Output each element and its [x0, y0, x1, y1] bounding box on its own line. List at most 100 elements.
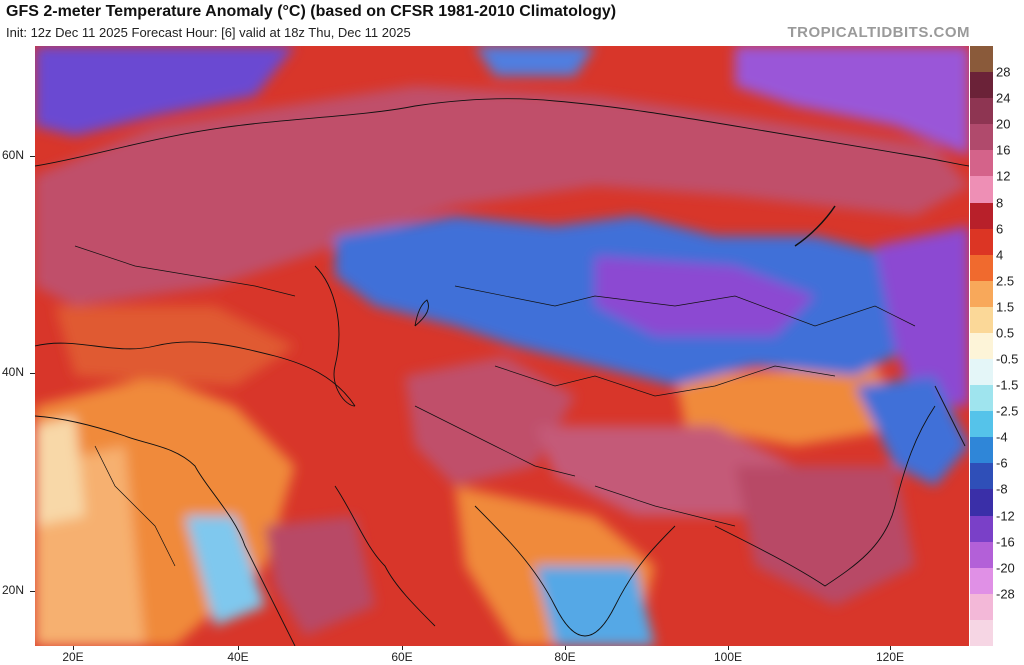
colorbar-label: -16 — [996, 534, 1015, 550]
colorbar-label: 0.5 — [996, 325, 1015, 341]
colorbar-label: 20 — [996, 116, 1011, 132]
colorbar-swatch — [970, 332, 993, 360]
black-sea-coast — [35, 341, 356, 407]
lon-tick-120e — [890, 646, 891, 650]
colorbar-swatch — [970, 124, 993, 151]
colorbar-swatch — [970, 619, 993, 647]
europe-red-region — [55, 306, 295, 386]
colorbar-label: -28 — [996, 586, 1015, 602]
colorbar-swatch — [970, 228, 993, 256]
scandinavia-purple — [35, 46, 295, 136]
arctic-coast — [35, 98, 969, 167]
border-kazakh-russia — [454, 285, 916, 327]
colorbar-swatch — [970, 306, 993, 334]
colorbar-swatch — [970, 98, 993, 125]
map-title: GFS 2-meter Temperature Anomaly (°C) (ba… — [6, 3, 617, 20]
mongolia-purple-region — [595, 256, 815, 336]
siberia-pink-region — [35, 86, 969, 306]
colorbar-swatch — [970, 359, 993, 386]
lat-tick-60n — [30, 156, 35, 157]
colorbar-label: 8 — [996, 195, 1004, 211]
map-subtitle: Init: 12z Dec 11 2025 Forecast Hour: [6]… — [6, 25, 411, 40]
lon-tick-40e — [238, 646, 239, 650]
lon-label-100e: 100E — [713, 650, 743, 664]
colorbar-label: 1.5 — [996, 299, 1015, 315]
colorbar-label: -4 — [996, 429, 1008, 445]
lat-label-20n: 20N — [2, 583, 25, 597]
northeast-siberia-purple — [735, 46, 969, 156]
colorbar-legend: 28 24 20 16 12 8 6 4 2.5 1.5 0.5 -0.5 -1.5 -2.5 -4 -6 -8… — [970, 46, 1024, 647]
coastlines — [35, 98, 969, 646]
colorbar-label: -2.5 — [996, 403, 1019, 419]
lon-label-60e: 60E — [391, 650, 413, 664]
south-china-pink-region — [735, 466, 915, 606]
colorbar-label: -20 — [996, 560, 1015, 576]
colorbar-label: 6 — [996, 221, 1004, 237]
manchuria-purple-region — [875, 226, 969, 406]
colorbar-swatch — [970, 385, 993, 412]
lon-label-40e: 40E — [227, 650, 249, 664]
colorbar-swatch — [970, 593, 993, 621]
red-sea-coast — [35, 415, 296, 646]
lat-tick-40n — [30, 373, 35, 374]
colorbar-swatch — [970, 541, 993, 569]
central-asia-pink-region — [405, 356, 575, 486]
colorbar-swatch — [970, 437, 993, 464]
colorbar-label: 12 — [996, 168, 1011, 184]
map-graphic — [35, 46, 969, 646]
red-sea-blue-patch — [185, 516, 265, 626]
egypt-pale-patch — [35, 416, 85, 526]
colorbar-label: -8 — [996, 481, 1008, 497]
border-europe — [74, 245, 296, 297]
colorbar-swatch — [970, 254, 993, 282]
border-middle-east — [94, 445, 176, 567]
china-coast — [714, 405, 936, 587]
india-blue-patch — [535, 566, 655, 646]
colorbar-swatch — [970, 72, 993, 99]
lat-label-40n: 40N — [2, 365, 25, 379]
colorbar-label: -1.5 — [996, 377, 1019, 393]
colorbar-swatch — [970, 46, 993, 73]
colorbar-swatch — [970, 150, 993, 177]
caspian-coast — [314, 265, 356, 407]
lon-label-20e: 20E — [62, 650, 84, 664]
lon-tick-20e — [73, 646, 74, 650]
lat-label-60n: 60N — [2, 148, 25, 162]
border-china-north — [494, 365, 836, 397]
aral-sea — [414, 299, 429, 327]
gulf-coast — [334, 485, 436, 627]
colorbar-label: 16 — [996, 142, 1011, 158]
lon-tick-100e — [728, 646, 729, 650]
colorbar-label: -0.5 — [996, 351, 1019, 367]
arctic-blue-patch — [475, 46, 595, 76]
colorbar-swatch — [970, 411, 993, 438]
colorbar-swatch — [970, 280, 993, 308]
lat-tick-20n — [30, 591, 35, 592]
korea-coast — [934, 385, 966, 447]
colorbar-label: 28 — [996, 64, 1011, 80]
lake-baikal — [794, 205, 836, 247]
colorbar-label: 24 — [996, 90, 1011, 106]
lon-label-80e: 80E — [554, 650, 576, 664]
colorbar-label: 4 — [996, 247, 1004, 263]
border-himalaya — [594, 485, 736, 527]
lon-label-120e: 120E — [875, 650, 905, 664]
colorbar-swatch — [970, 202, 993, 230]
site-credit: TROPICALTIDBITS.COM — [787, 24, 970, 41]
lon-tick-80e — [565, 646, 566, 650]
colorbar-label: 2.5 — [996, 273, 1015, 289]
colorbar-swatch — [970, 489, 993, 517]
lon-tick-60e — [402, 646, 403, 650]
colorbar-label: -12 — [996, 508, 1015, 524]
colorbar-swatch — [970, 463, 993, 490]
temperature-anomaly-map — [35, 46, 969, 646]
colorbar-label: -6 — [996, 455, 1008, 471]
colorbar-swatch — [970, 176, 993, 203]
korea-blue-patch — [855, 376, 969, 486]
colorbar-swatch — [970, 515, 993, 543]
colorbar-swatch — [970, 567, 993, 595]
arabia-pink-region — [265, 516, 375, 636]
india-coast — [474, 505, 676, 637]
border-iran-afghan — [414, 405, 576, 477]
tibet-pink-region — [535, 426, 795, 516]
